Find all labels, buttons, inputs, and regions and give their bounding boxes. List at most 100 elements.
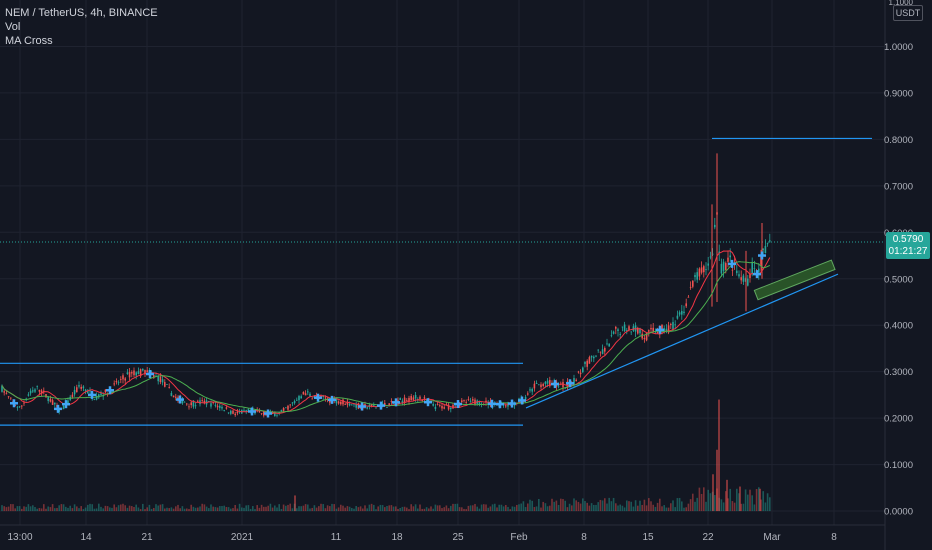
volume-bar — [544, 503, 547, 512]
volume-bar — [188, 508, 190, 512]
volume-bar — [287, 504, 289, 512]
candle-body — [344, 404, 346, 405]
volume-bar — [511, 506, 514, 512]
volume-bar — [531, 500, 533, 512]
volume-bar — [333, 504, 335, 512]
candle-body — [439, 405, 441, 406]
candle-body — [47, 397, 49, 401]
volume-bar — [465, 509, 467, 512]
volume-bar — [219, 506, 221, 512]
candle-body — [597, 349, 599, 351]
candle-body — [749, 273, 751, 278]
volume-bar — [553, 501, 555, 512]
candle-body — [236, 411, 239, 414]
candle-body — [18, 406, 21, 408]
candle-body — [764, 245, 767, 254]
y-tick-label: 0.1000 — [884, 460, 913, 471]
candle-body — [760, 254, 762, 265]
x-tick-label: 13:00 — [7, 532, 32, 543]
candle-body — [736, 270, 738, 274]
symbol-title[interactable]: NEM / TetherUS, 4h, BINANCE — [5, 7, 158, 19]
volume-bar — [397, 508, 399, 512]
volume-bar — [3, 506, 5, 512]
volume-bar — [93, 508, 96, 512]
volume-bar — [601, 500, 604, 512]
volume-bar — [203, 504, 206, 512]
candle-body — [256, 410, 258, 412]
volume-bar — [749, 489, 751, 512]
volume-bar — [681, 501, 683, 512]
volume-bar — [386, 505, 388, 512]
volume-bar — [172, 508, 175, 512]
volume-bar — [65, 506, 67, 512]
candle-body — [654, 331, 657, 333]
volume-bar — [551, 498, 553, 512]
candle-body — [153, 374, 155, 378]
volume-bar — [359, 506, 362, 512]
volume-bar — [560, 498, 562, 512]
volume-bar — [370, 503, 373, 512]
volume-bar — [628, 501, 630, 512]
indicator-ma-cross[interactable]: MA Cross — [5, 35, 53, 47]
volume-bar — [696, 497, 698, 512]
candle-body — [463, 399, 465, 401]
volume-bar — [25, 506, 27, 512]
volume-bar — [472, 505, 474, 512]
volume-bar — [258, 507, 261, 512]
volume-bar — [654, 506, 657, 512]
volume-bar — [34, 507, 36, 512]
volume-bar — [557, 505, 560, 512]
candle-body — [670, 323, 672, 326]
candle-body — [542, 383, 544, 387]
volume-bar — [425, 507, 428, 512]
volume-bar — [45, 508, 47, 512]
volume-bar — [575, 500, 577, 512]
volume-bar — [384, 507, 386, 512]
volume-bar — [153, 507, 155, 512]
candle-body — [219, 405, 221, 408]
candle-body — [595, 355, 597, 357]
volume-bar — [192, 506, 195, 512]
candle-body — [51, 400, 54, 405]
volume-bar — [212, 506, 214, 512]
volume-bar — [230, 508, 232, 512]
candle-body — [5, 393, 8, 395]
candle-body — [531, 388, 533, 392]
volume-bar — [78, 508, 80, 512]
volume-bar — [432, 508, 434, 512]
y-tick-label: 0.7000 — [884, 181, 913, 192]
candle-body — [408, 397, 410, 402]
volume-bar — [98, 503, 100, 512]
indicator-vol[interactable]: Vol — [5, 21, 21, 33]
volume-bar — [709, 493, 712, 512]
candle-body — [645, 333, 648, 341]
volume-bar — [434, 504, 437, 512]
volume-bar — [652, 504, 654, 512]
volume-bar — [478, 508, 481, 512]
moving-averages — [1, 250, 771, 414]
volume-bar — [225, 506, 228, 512]
candle-body — [535, 382, 538, 384]
volume-bar — [274, 505, 276, 512]
ma-cross-markers — [10, 251, 766, 418]
currency-unit-badge[interactable]: USDT — [893, 5, 923, 21]
candle-body — [703, 266, 705, 273]
candle-body — [45, 393, 47, 398]
volume-bar — [626, 500, 628, 512]
volume-bar — [67, 507, 69, 512]
candle-body — [579, 372, 582, 375]
candle-body — [243, 409, 245, 411]
candle-body — [742, 275, 745, 282]
volume-bar — [403, 506, 406, 512]
volume-bar — [205, 506, 208, 512]
volume-bar — [366, 508, 368, 512]
candle-body — [656, 331, 659, 334]
volume-bar — [461, 507, 463, 512]
volume-bar — [91, 504, 93, 512]
volume-bar — [243, 507, 245, 512]
candle-body — [533, 383, 536, 389]
candle-body — [326, 399, 329, 401]
volume-bar — [529, 499, 531, 512]
highlight-box — [753, 259, 836, 301]
